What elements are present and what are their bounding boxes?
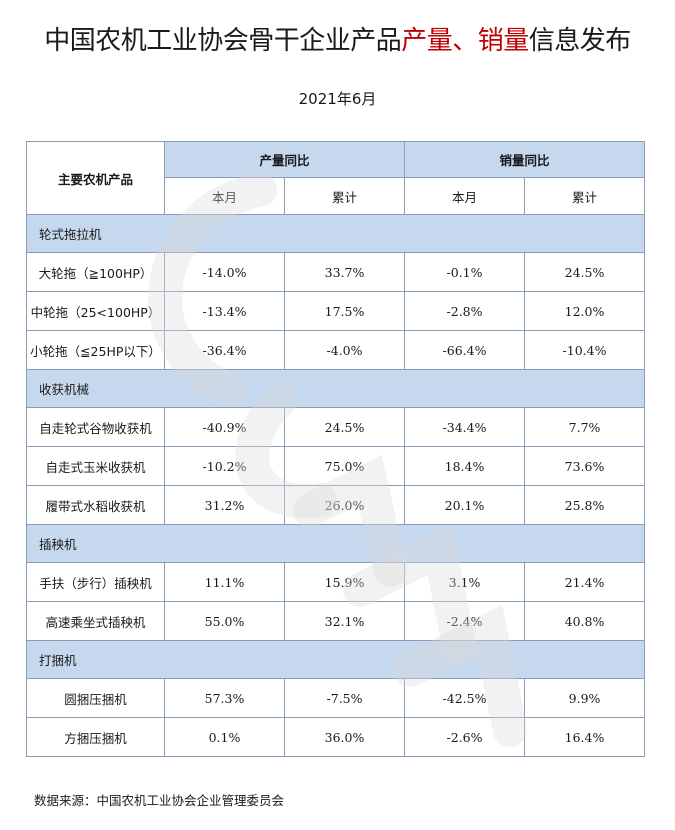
category-label: 打捆机: [25, 640, 646, 679]
sales-cumulative-value: 7.7%: [524, 407, 646, 447]
product-name: 自走轮式谷物收获机: [26, 407, 165, 447]
title-highlight: 产量、销量: [401, 26, 529, 56]
table-row: 圆捆压捆机 57.3% -7.5% -42.5% 9.9%: [26, 678, 646, 718]
report-date: 2021年6月: [298, 90, 377, 108]
production-month-value: 57.3%: [164, 678, 285, 718]
data-source: 数据来源：中国农机工业协会企业管理委员会: [34, 793, 285, 808]
table-row: 手扶（步行）插秧机 11.1% 15.9% 3.1% 21.4%: [26, 562, 646, 602]
sales-cumulative-value: 12.0%: [524, 291, 646, 331]
table-row: 方捆压捆机 0.1% 36.0% -2.6% 16.4%: [26, 717, 646, 757]
production-cumulative-value: 75.0%: [283, 446, 406, 486]
sales-month-value: -2.6%: [404, 717, 526, 757]
page-title: 中国农机工业协会骨干企业产品产量、销量信息发布: [0, 20, 675, 57]
sales-month-value: -42.5%: [404, 678, 526, 718]
table-row: 中轮拖（25<100HP） -13.4% 17.5% -2.8% 12.0%: [26, 291, 646, 331]
product-name: 履带式水稻收获机: [26, 485, 165, 525]
table-row: 大轮拖（≧100HP） -14.0% 33.7% -0.1% 24.5%: [26, 252, 646, 292]
category-row: 插秧机: [25, 524, 646, 563]
production-month-value: -40.9%: [164, 407, 285, 447]
production-month-value: -36.4%: [164, 330, 285, 370]
category-label: 收获机械: [25, 369, 646, 408]
production-cumulative-value: 15.9%: [283, 562, 406, 602]
product-name: 圆捆压捆机: [26, 678, 165, 718]
sales-cumulative-value: 73.6%: [524, 446, 646, 486]
product-name: 中轮拖（25<100HP）: [26, 291, 165, 331]
production-cumulative-value: 36.0%: [283, 717, 406, 757]
category-row: 打捆机: [25, 640, 646, 679]
production-month-value: -13.4%: [164, 291, 285, 331]
sales-cumulative-value: 21.4%: [524, 562, 646, 602]
sales-month-value: -66.4%: [404, 330, 526, 370]
header-sales-cumulative: 累计: [524, 177, 646, 215]
header-sales-month: 本月: [404, 177, 526, 215]
sales-cumulative-value: 40.8%: [524, 601, 646, 641]
sales-month-value: -2.8%: [404, 291, 526, 331]
header-production-cumulative: 累计: [283, 177, 406, 215]
header-production-month: 本月: [164, 177, 285, 215]
sales-month-value: 20.1%: [404, 485, 526, 525]
production-month-value: -10.2%: [164, 446, 285, 486]
production-month-value: 11.1%: [164, 562, 285, 602]
production-month-value: 0.1%: [164, 717, 285, 757]
table-row: 小轮拖（≦25HP以下） -36.4% -4.0% -66.4% -10.4%: [26, 330, 646, 370]
sales-month-value: 18.4%: [404, 446, 526, 486]
category-row: 收获机械: [25, 369, 646, 408]
sales-month-value: -0.1%: [404, 252, 526, 292]
product-name: 手扶（步行）插秧机: [26, 562, 165, 602]
category-label: 轮式拖拉机: [25, 214, 646, 253]
sales-month-value: 3.1%: [404, 562, 526, 602]
data-table: 主要农机产品 产量同比 销量同比 本月 累计 本月 累计 轮式拖拉机 大轮拖（≧1…: [25, 141, 646, 757]
production-cumulative-value: -4.0%: [283, 330, 406, 370]
production-cumulative-value: 24.5%: [283, 407, 406, 447]
product-name: 自走式玉米收获机: [26, 446, 165, 486]
title-part-1: 中国农机工业协会骨干企业产品: [44, 26, 402, 56]
product-name: 方捆压捆机: [26, 717, 165, 757]
table-row: 自走式玉米收获机 -10.2% 75.0% 18.4% 73.6%: [26, 446, 646, 486]
header-product: 主要农机产品: [26, 141, 165, 215]
production-cumulative-value: 32.1%: [283, 601, 406, 641]
product-name: 高速乘坐式插秧机: [26, 601, 165, 641]
sales-cumulative-value: 16.4%: [524, 717, 646, 757]
production-month-value: -14.0%: [164, 252, 285, 292]
sales-month-value: -2.4%: [404, 601, 526, 641]
production-cumulative-value: 33.7%: [283, 252, 406, 292]
sales-cumulative-value: -10.4%: [524, 330, 646, 370]
title-part-3: 信息发布: [528, 26, 632, 56]
table-body: 轮式拖拉机 大轮拖（≧100HP） -14.0% 33.7% -0.1% 24.5% 中轮拖…: [25, 214, 646, 757]
product-name: 小轮拖（≦25HP以下）: [26, 330, 165, 370]
table-row: 自走轮式谷物收获机 -40.9% 24.5% -34.4% 7.7%: [26, 407, 646, 447]
category-label: 插秧机: [25, 524, 646, 563]
header-production-yoy: 产量同比: [163, 141, 406, 178]
sales-cumulative-value: 25.8%: [524, 485, 646, 525]
production-cumulative-value: -7.5%: [283, 678, 406, 718]
production-cumulative-value: 26.0%: [283, 485, 406, 525]
header-sales-yoy: 销量同比: [404, 141, 646, 178]
table-row: 履带式水稻收获机 31.2% 26.0% 20.1% 25.8%: [26, 485, 646, 525]
production-month-value: 55.0%: [164, 601, 285, 641]
sales-cumulative-value: 9.9%: [524, 678, 646, 718]
production-month-value: 31.2%: [164, 485, 285, 525]
sales-cumulative-value: 24.5%: [524, 252, 646, 292]
sales-month-value: -34.4%: [404, 407, 526, 447]
table-row: 高速乘坐式插秧机 55.0% 32.1% -2.4% 40.8%: [26, 601, 646, 641]
product-name: 大轮拖（≧100HP）: [26, 252, 165, 292]
production-cumulative-value: 17.5%: [283, 291, 406, 331]
category-row: 轮式拖拉机: [25, 214, 646, 253]
